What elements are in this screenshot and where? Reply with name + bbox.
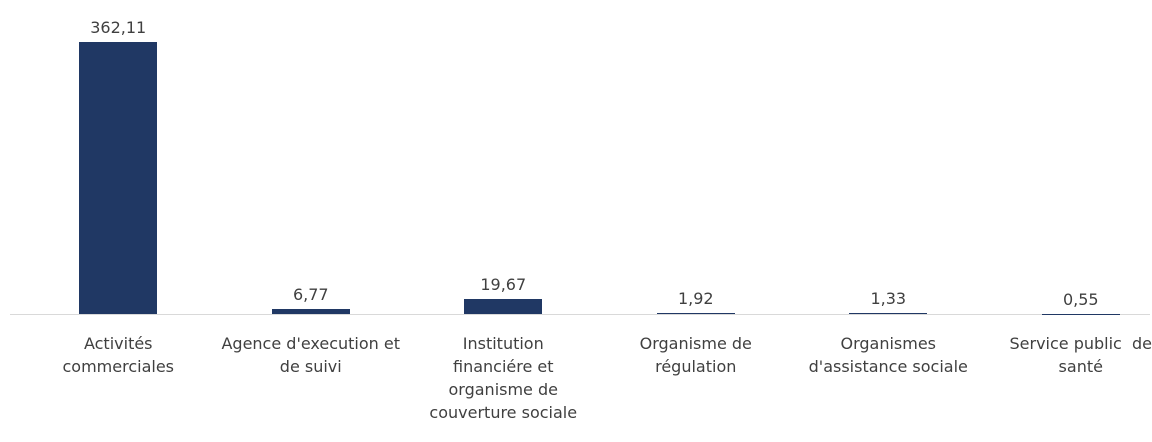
bar xyxy=(849,313,928,314)
bar xyxy=(464,299,543,314)
data-label: 1,92 xyxy=(677,288,714,308)
bar xyxy=(656,312,735,314)
bar xyxy=(79,42,158,314)
x-tick-label: Organismes d'assistance sociale xyxy=(808,334,968,376)
data-label: 6,77 xyxy=(292,284,329,304)
x-tick-label: Activités commerciales xyxy=(62,334,175,376)
data-label: 0,55 xyxy=(1062,289,1099,309)
x-tick-label: Organisme de régulation xyxy=(639,334,757,376)
bar xyxy=(271,308,350,314)
data-label: 1,33 xyxy=(870,289,907,308)
x-axis xyxy=(10,314,1150,315)
x-tick-label: Service public de santé xyxy=(1009,334,1152,376)
x-tick-label: Agence d'execution et de suivi xyxy=(221,334,406,376)
x-tick-label: Institution financiére et organisme de c… xyxy=(429,334,578,422)
data-label: 19,67 xyxy=(480,275,527,295)
data-label: 362,11 xyxy=(90,18,147,37)
